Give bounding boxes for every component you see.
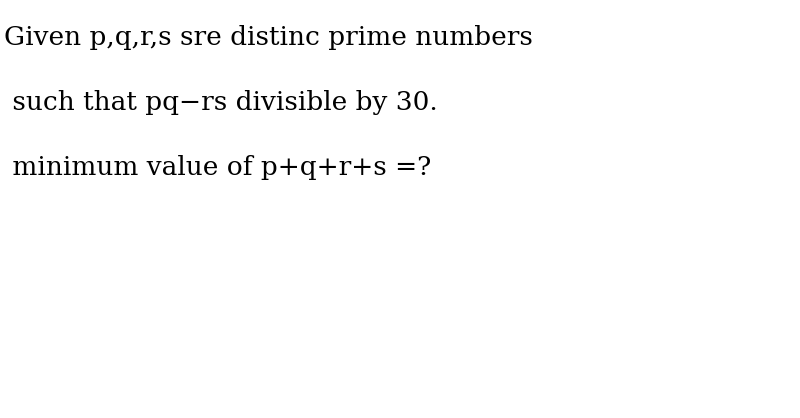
Text: Given p,q,r,s sre distinc prime numbers: Given p,q,r,s sre distinc prime numbers [4, 25, 533, 50]
Text: such that pq−rs divisible by 30.: such that pq−rs divisible by 30. [4, 90, 438, 115]
Text: minimum value of p+q+r+s =?: minimum value of p+q+r+s =? [4, 155, 431, 180]
